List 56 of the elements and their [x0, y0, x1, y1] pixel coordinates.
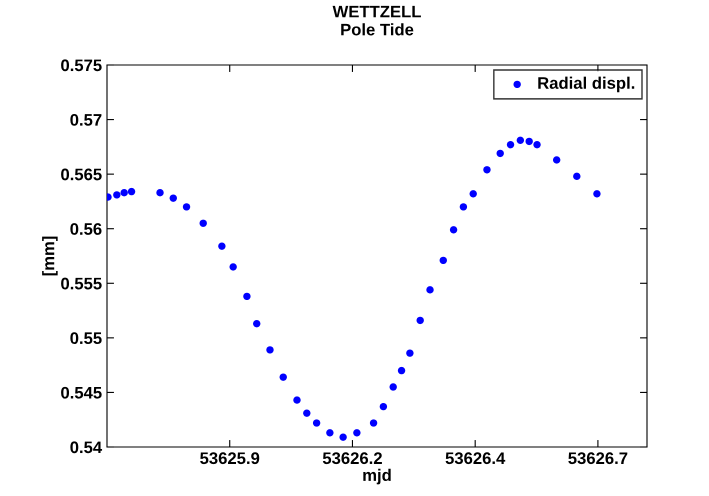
- y-tick-label: 0.575: [61, 59, 102, 72]
- x-tick-label: 53626.2: [322, 452, 382, 464]
- point: [128, 188, 136, 196]
- point: [156, 189, 164, 196]
- chart-subtitle: Pole Tide: [341, 23, 414, 36]
- point: [573, 172, 580, 180]
- point: [253, 320, 260, 328]
- x-tick-label: 53625.9: [200, 452, 260, 464]
- point: [312, 419, 320, 427]
- point: [353, 429, 361, 436]
- point: [516, 136, 524, 144]
- point: [339, 434, 347, 441]
- point: [416, 316, 424, 324]
- point: [218, 242, 226, 250]
- point: [526, 138, 533, 146]
- y-tick-label: 0.54: [70, 441, 102, 454]
- point: [229, 263, 237, 271]
- point: [398, 366, 406, 374]
- y-tick-label: 0.565: [61, 168, 102, 180]
- x-tick-label: 53626.7: [568, 452, 628, 464]
- point: [483, 166, 491, 174]
- y-tick-label: 0.555: [61, 278, 102, 290]
- point: [460, 203, 468, 211]
- point: [533, 141, 541, 148]
- point: [182, 203, 190, 211]
- point: [406, 349, 414, 357]
- point: [303, 409, 310, 417]
- point: [120, 189, 128, 196]
- point: [496, 150, 504, 158]
- point: [593, 190, 601, 198]
- y-tick-label: 0.56: [70, 223, 102, 235]
- point: [426, 286, 434, 294]
- chart-title: WETTZELL: [332, 6, 421, 18]
- point: [390, 383, 397, 391]
- point: [280, 373, 287, 381]
- point: [200, 220, 207, 227]
- point: [326, 429, 334, 436]
- y-tick-label: 0.55: [70, 332, 102, 344]
- point: [113, 191, 120, 199]
- point: [553, 156, 560, 164]
- point: [506, 141, 514, 148]
- point: [293, 396, 301, 404]
- point: [170, 194, 177, 202]
- point: [440, 256, 447, 264]
- point: [370, 419, 378, 427]
- y-tick-label: 0.545: [61, 386, 102, 399]
- point: [470, 190, 477, 198]
- point: [450, 226, 458, 234]
- y-tick-label: 0.57: [70, 114, 102, 126]
- x-tick-label: 53626.4: [446, 452, 506, 464]
- legend-label: Radial displ.: [538, 76, 634, 92]
- point: [266, 346, 274, 354]
- point: [243, 292, 251, 300]
- y-axis-title: [mm]: [42, 236, 58, 276]
- point: [380, 402, 388, 410]
- x-axis-title: mjd: [363, 468, 391, 484]
